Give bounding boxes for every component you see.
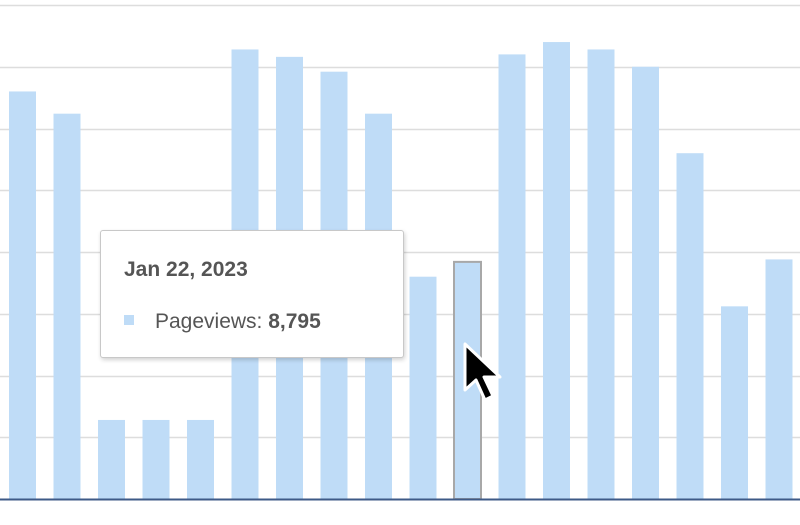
- bar[interactable]: [587, 49, 615, 500]
- chart-tooltip: Jan 22, 2023 Pageviews: 8,795: [100, 230, 404, 358]
- bar[interactable]: [53, 113, 81, 500]
- mouse-pointer-icon: [463, 342, 502, 402]
- tooltip-date: Jan 22, 2023: [124, 258, 248, 281]
- tooltip-value: 8,795: [268, 310, 321, 333]
- bar[interactable]: [409, 276, 437, 499]
- bar[interactable]: [765, 259, 793, 499]
- bar[interactable]: [632, 66, 659, 499]
- series-swatch-icon: [124, 315, 134, 325]
- bar[interactable]: [142, 419, 170, 499]
- bar[interactable]: [9, 91, 36, 499]
- bar[interactable]: [187, 419, 214, 499]
- tooltip-series-row: Pageviews: 8,795: [124, 310, 321, 334]
- bar[interactable]: [498, 54, 526, 500]
- tooltip-series-label: Pageviews:: [155, 310, 269, 333]
- bar[interactable]: [721, 306, 748, 499]
- bar[interactable]: [543, 42, 570, 500]
- bar[interactable]: [98, 419, 125, 499]
- bar[interactable]: [676, 153, 704, 499]
